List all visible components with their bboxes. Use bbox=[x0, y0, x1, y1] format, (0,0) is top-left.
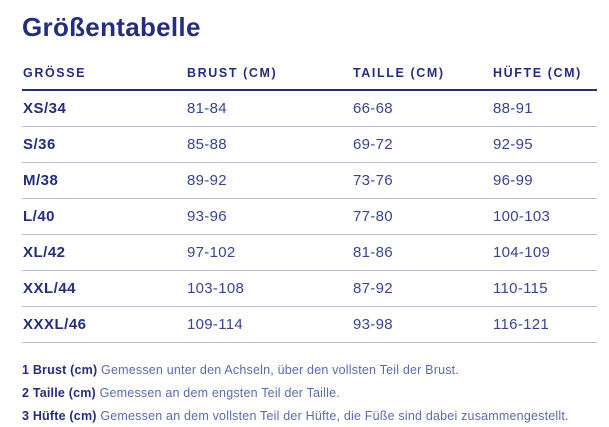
taille-cell: 69-72 bbox=[352, 126, 492, 163]
size-cell: XL/42 bbox=[22, 234, 186, 271]
table-row: XXL/44 103-108 87-92 110-115 bbox=[22, 270, 597, 307]
brust-cell: 97-102 bbox=[186, 234, 352, 271]
huefte-cell: 88-91 bbox=[492, 90, 597, 127]
footnote-text: Gemessen an dem vollsten Teil der Hüfte,… bbox=[100, 408, 569, 423]
column-header-huefte: HÜFTE (CM) bbox=[492, 66, 597, 91]
table-row: XL/42 97-102 81-86 104-109 bbox=[22, 234, 597, 271]
footnote-text: Gemessen an dem engsten Teil der Taille. bbox=[99, 385, 340, 400]
footnote: 1 Brust (cm) Gemessen unter den Achseln,… bbox=[22, 363, 597, 377]
size-cell: XS/34 bbox=[22, 90, 186, 127]
taille-cell: 81-86 bbox=[352, 234, 492, 271]
table-row: S/36 85-88 69-72 92-95 bbox=[22, 126, 597, 163]
footnote: 2 Taille (cm) Gemessen an dem engsten Te… bbox=[22, 386, 597, 400]
size-table: GRÖSSE BRUST (CM) TAILLE (CM) HÜFTE (CM)… bbox=[22, 66, 597, 343]
size-cell: S/36 bbox=[22, 126, 186, 163]
brust-cell: 109-114 bbox=[186, 306, 352, 343]
footnote-text: Gemessen unter den Achseln, über den vol… bbox=[101, 363, 460, 377]
footnote-label: 2 Taille (cm) bbox=[22, 385, 96, 400]
huefte-cell: 110-115 bbox=[492, 270, 597, 307]
brust-cell: 93-96 bbox=[186, 198, 352, 235]
table-row: M/38 89-92 73-76 96-99 bbox=[22, 162, 597, 199]
column-header-taille: TAILLE (CM) bbox=[352, 66, 492, 91]
table-row: XXXL/46 109-114 93-98 116-121 bbox=[22, 306, 597, 343]
huefte-cell: 92-95 bbox=[492, 126, 597, 163]
size-cell: XXL/44 bbox=[22, 270, 186, 307]
footnotes: 1 Brust (cm) Gemessen unter den Achseln,… bbox=[22, 363, 597, 423]
size-cell: L/40 bbox=[22, 198, 186, 235]
table-row: XS/34 81-84 66-68 88-91 bbox=[22, 90, 597, 127]
table-row: L/40 93-96 77-80 100-103 bbox=[22, 198, 597, 235]
huefte-cell: 100-103 bbox=[492, 198, 597, 235]
column-header-brust: BRUST (CM) bbox=[186, 66, 352, 91]
brust-cell: 89-92 bbox=[186, 162, 352, 199]
taille-cell: 93-98 bbox=[352, 306, 492, 343]
column-header-groesse: GRÖSSE bbox=[22, 66, 186, 91]
taille-cell: 66-68 bbox=[352, 90, 492, 127]
taille-cell: 73-76 bbox=[352, 162, 492, 199]
footnote: 3 Hüfte (cm) Gemessen an dem vollsten Te… bbox=[22, 409, 597, 423]
footnote-label: 3 Hüfte (cm) bbox=[22, 408, 97, 423]
size-table-body: XS/34 81-84 66-68 88-91 S/36 85-88 69-72 92-95 M… bbox=[22, 90, 597, 343]
taille-cell: 77-80 bbox=[352, 198, 492, 235]
table-header-row: GRÖSSE BRUST (CM) TAILLE (CM) HÜFTE (CM) bbox=[22, 66, 597, 91]
brust-cell: 85-88 bbox=[186, 126, 352, 163]
page-title: Größentabelle bbox=[22, 12, 201, 42]
huefte-cell: 116-121 bbox=[492, 306, 597, 343]
size-cell: M/38 bbox=[22, 162, 186, 199]
size-cell: XXXL/46 bbox=[22, 306, 186, 343]
footnote-label: 1 Brust (cm) bbox=[22, 363, 98, 377]
taille-cell: 87-92 bbox=[352, 270, 492, 307]
huefte-cell: 96-99 bbox=[492, 162, 597, 199]
brust-cell: 81-84 bbox=[186, 90, 352, 127]
huefte-cell: 104-109 bbox=[492, 234, 597, 271]
brust-cell: 103-108 bbox=[186, 270, 352, 307]
